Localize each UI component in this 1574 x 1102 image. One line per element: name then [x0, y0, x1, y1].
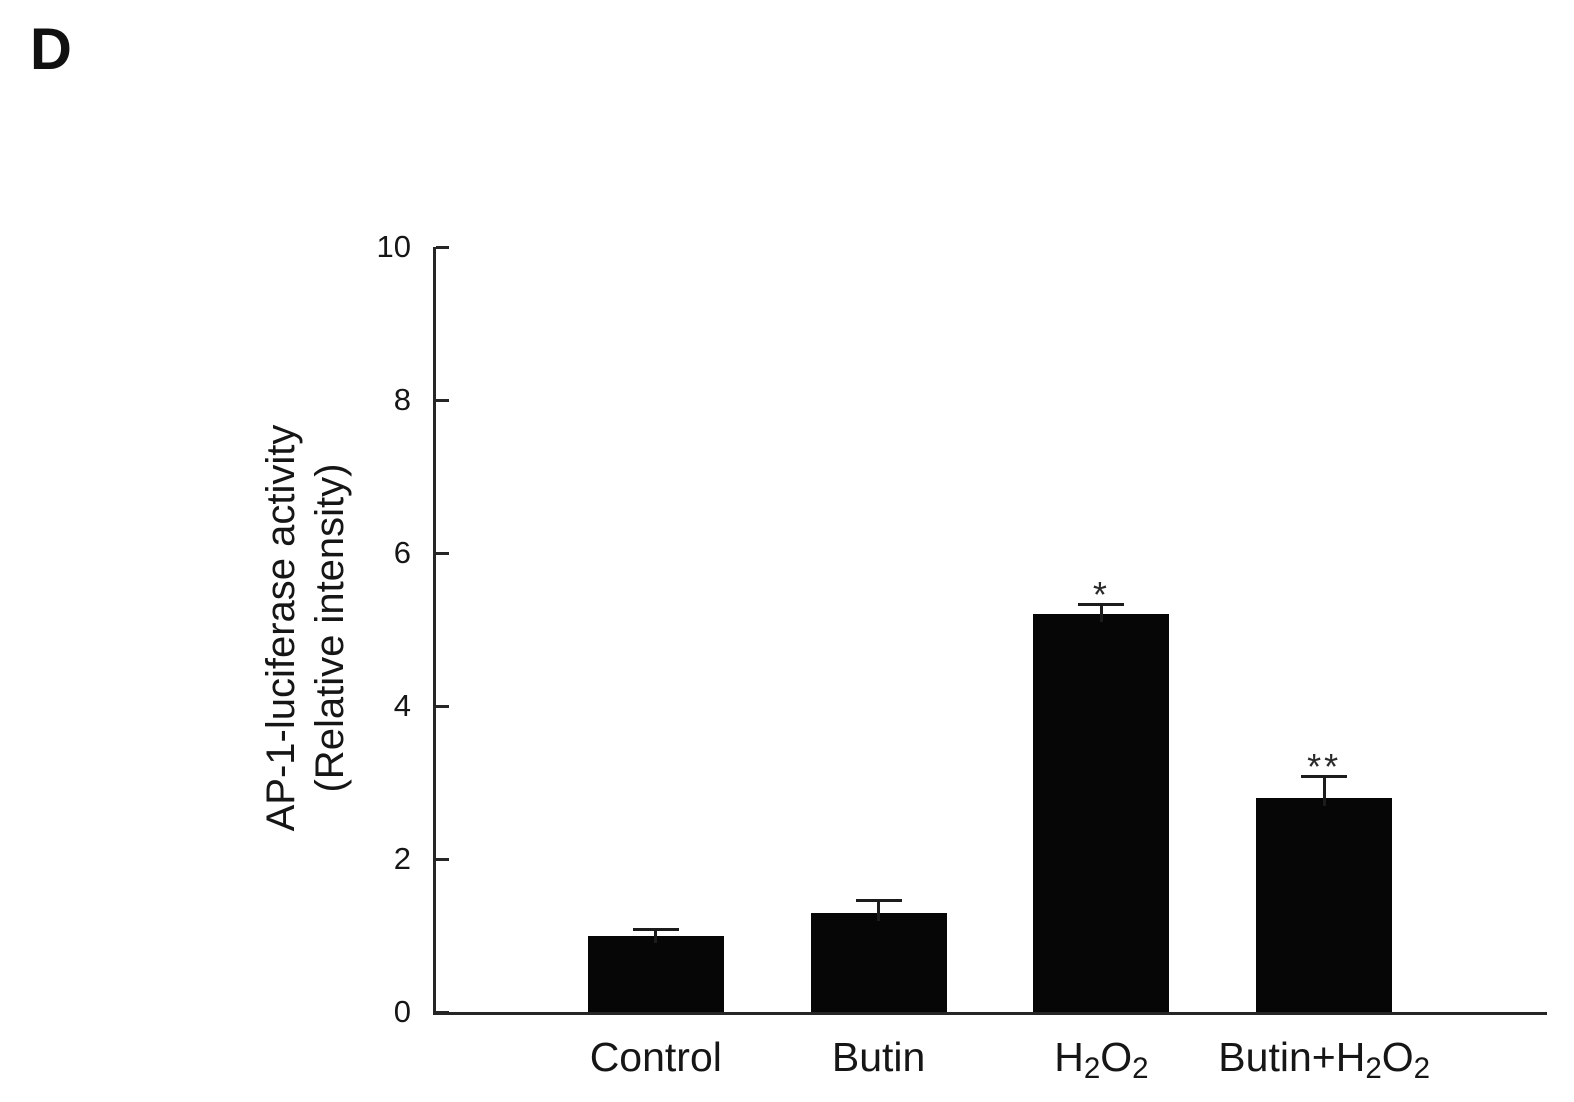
x-category-label-text: Control [589, 1034, 722, 1080]
x-category-label-subscript: 2 [1083, 1052, 1101, 1086]
x-category-label-subscript: 2 [1365, 1052, 1382, 1086]
y-axis-tick [436, 858, 449, 861]
bar [1033, 614, 1170, 1012]
y-axis-tick [436, 705, 449, 708]
x-category-label: H2O2 [931, 1034, 1271, 1085]
x-axis-line [433, 1012, 1547, 1015]
error-bar-cap [1078, 602, 1125, 606]
panel-label: D [30, 17, 72, 82]
x-category-label-text: Butin [831, 1034, 926, 1080]
y-tick-label: 8 [393, 382, 411, 417]
error-bar-cap [1301, 774, 1348, 778]
error-bar-cap [632, 927, 679, 931]
y-tick-label: 4 [393, 688, 411, 723]
y-tick-label: 2 [393, 841, 411, 876]
y-axis-line [433, 247, 436, 1015]
x-category-label-text: Butin+H [1218, 1034, 1366, 1080]
x-category-label-subscript: 2 [1413, 1052, 1431, 1086]
y-axis-tick [436, 1011, 449, 1014]
y-tick-label: 10 [376, 229, 411, 264]
significance-annotation: ** [1307, 745, 1342, 787]
x-category-label: Butin [709, 1034, 1049, 1080]
y-axis-title: AP-1-luciferase activity (Relative intens… [257, 425, 355, 832]
x-category-label-text: O [1100, 1034, 1133, 1080]
y-axis-tick [436, 552, 449, 555]
error-bar-stem [1099, 602, 1103, 623]
error-bar-stem [654, 927, 658, 944]
y-axis-tick [436, 246, 449, 249]
y-tick-label: 0 [393, 994, 411, 1029]
bar [587, 935, 724, 1012]
y-axis-title-line: (Relative intensity) [308, 463, 352, 793]
bar [1256, 797, 1393, 1012]
error-bar-stem [1322, 774, 1326, 806]
bar [810, 912, 947, 1012]
error-bar-cap [855, 898, 902, 902]
y-axis-tick [436, 399, 449, 402]
x-category-label: Butin+H2O2 [1154, 1034, 1494, 1085]
x-category-label-text: O [1381, 1034, 1414, 1080]
error-bar-stem [877, 898, 881, 921]
y-tick-label: 6 [393, 535, 411, 570]
y-axis-title-line: AP-1-luciferase activity [259, 424, 303, 832]
x-category-label: Control [486, 1034, 826, 1080]
x-category-label-subscript: 2 [1132, 1052, 1149, 1086]
significance-annotation: * [1092, 573, 1110, 615]
x-category-label-text: H [1054, 1034, 1084, 1080]
